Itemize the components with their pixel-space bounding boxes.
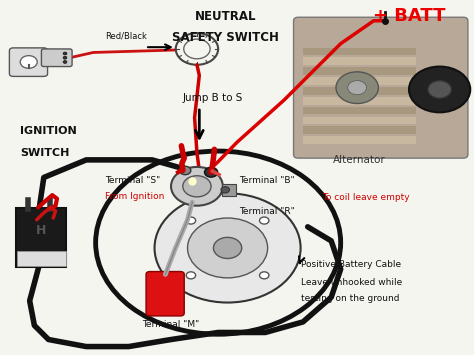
Text: Leave unhooked while: Leave unhooked while <box>301 278 402 287</box>
Text: IGNITION: IGNITION <box>20 126 77 136</box>
FancyBboxPatch shape <box>146 272 184 316</box>
FancyBboxPatch shape <box>303 77 416 85</box>
FancyBboxPatch shape <box>222 184 236 196</box>
Text: To coil leave empty: To coil leave empty <box>322 193 410 202</box>
FancyBboxPatch shape <box>303 48 416 55</box>
FancyBboxPatch shape <box>303 136 416 144</box>
Text: Terminal "B": Terminal "B" <box>239 176 295 185</box>
Text: H: H <box>36 224 46 237</box>
Circle shape <box>213 237 242 258</box>
FancyBboxPatch shape <box>303 126 416 134</box>
Text: Terminal "M": Terminal "M" <box>142 320 200 329</box>
Circle shape <box>188 218 268 278</box>
Circle shape <box>183 176 211 197</box>
Circle shape <box>155 193 301 302</box>
Text: Terminal "S": Terminal "S" <box>105 176 160 185</box>
Text: testing on the ground: testing on the ground <box>301 294 399 304</box>
Circle shape <box>63 61 67 64</box>
Circle shape <box>204 167 218 177</box>
Text: Jump B to S: Jump B to S <box>183 93 243 103</box>
Circle shape <box>20 56 37 68</box>
FancyBboxPatch shape <box>303 58 416 65</box>
Text: Red/Black: Red/Black <box>105 31 147 40</box>
FancyBboxPatch shape <box>303 97 416 105</box>
FancyBboxPatch shape <box>17 251 66 266</box>
Circle shape <box>63 52 67 55</box>
FancyBboxPatch shape <box>303 107 416 114</box>
FancyBboxPatch shape <box>17 208 66 267</box>
Text: SWITCH: SWITCH <box>20 148 70 158</box>
Circle shape <box>186 272 196 279</box>
Circle shape <box>171 167 223 206</box>
Circle shape <box>348 81 366 95</box>
FancyBboxPatch shape <box>303 87 416 95</box>
Text: Alternator: Alternator <box>333 155 386 165</box>
Text: + BATT: + BATT <box>373 7 445 24</box>
FancyBboxPatch shape <box>293 17 468 158</box>
Text: NEUTRAL: NEUTRAL <box>194 10 256 23</box>
Circle shape <box>260 272 269 279</box>
Circle shape <box>260 217 269 224</box>
FancyBboxPatch shape <box>303 116 416 124</box>
Text: From Ignition: From Ignition <box>105 192 164 201</box>
Circle shape <box>336 72 378 104</box>
Text: SAFETY SWITCH: SAFETY SWITCH <box>172 31 279 44</box>
Text: Terminal "R": Terminal "R" <box>239 207 295 217</box>
Circle shape <box>428 81 451 98</box>
FancyBboxPatch shape <box>41 49 72 66</box>
Circle shape <box>186 217 196 224</box>
FancyBboxPatch shape <box>303 67 416 75</box>
Circle shape <box>63 56 67 59</box>
Circle shape <box>221 187 229 193</box>
FancyBboxPatch shape <box>9 48 47 76</box>
Circle shape <box>409 66 470 112</box>
Circle shape <box>180 166 191 175</box>
Text: Positive Battery Cable: Positive Battery Cable <box>301 260 401 269</box>
